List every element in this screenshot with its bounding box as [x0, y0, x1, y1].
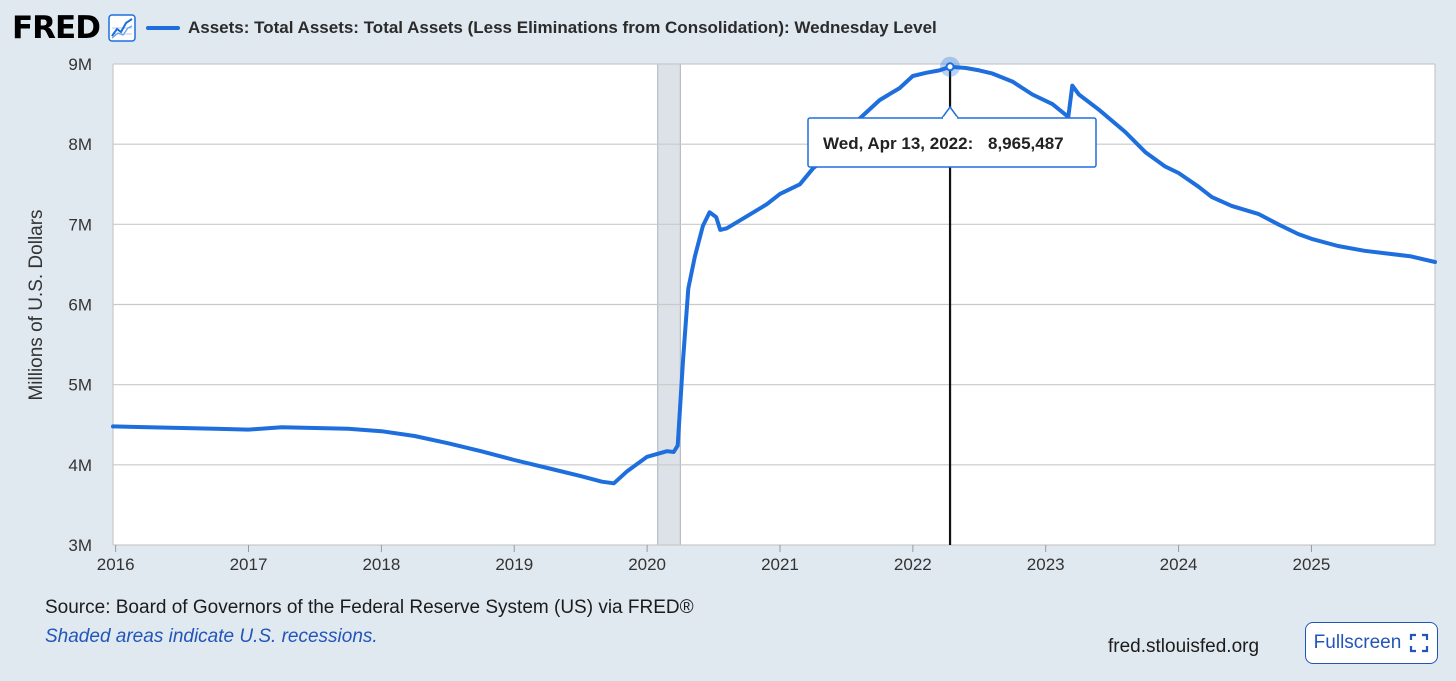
x-tick-label: 2017 — [230, 555, 268, 574]
line-chart[interactable]: 3M 4M 5M 6M 7M 8M 9M 2016 2017 2018 2019 2020 2021 20… — [0, 0, 1456, 600]
recession-note: Shaded areas indicate U.S. recessions. — [45, 626, 378, 647]
y-tick-label: 8M — [68, 135, 92, 154]
y-tick-label: 7M — [68, 215, 92, 234]
x-tick-label: 2025 — [1293, 555, 1331, 574]
hover-point[interactable] — [945, 62, 955, 72]
x-tick-label: 2024 — [1160, 555, 1198, 574]
x-tick-label: 2018 — [362, 555, 400, 574]
y-axis-label: Millions of U.S. Dollars — [26, 209, 47, 400]
chart-header: FRED Assets: Total Assets: Total Assets … — [12, 10, 937, 46]
legend-swatch — [145, 26, 180, 30]
source-text: Source: Board of Governors of the Federa… — [45, 597, 694, 618]
line-chart-icon — [108, 14, 136, 42]
x-tick-label: 2022 — [894, 555, 932, 574]
x-tick-label: 2021 — [761, 555, 799, 574]
fullscreen-icon — [1410, 633, 1429, 653]
x-tick-label: 2023 — [1027, 555, 1065, 574]
fullscreen-label: Fullscreen — [1313, 632, 1402, 653]
x-tick-label: 2019 — [495, 555, 533, 574]
legend-label[interactable]: Assets: Total Assets: Total Assets (Less… — [187, 18, 937, 37]
fullscreen-button[interactable]: Fullscreen — [1305, 622, 1438, 664]
x-tick-label: 2016 — [97, 555, 135, 574]
x-tick-label: 2020 — [628, 555, 666, 574]
y-tick-label: 6M — [68, 296, 92, 315]
fred-logo[interactable]: FRED — [12, 10, 101, 46]
tooltip-label: Wed, Apr 13, 2022: — [823, 134, 973, 153]
tooltip-value: 8,965,487 — [988, 134, 1064, 153]
tooltip-pointer — [941, 105, 959, 119]
site-link[interactable]: fred.stlouisfed.org — [1108, 636, 1260, 657]
y-tick-label: 9M — [68, 55, 92, 74]
y-tick-label: 3M — [68, 536, 92, 555]
y-tick-label: 5M — [68, 376, 92, 395]
y-tick-label: 4M — [68, 456, 92, 475]
